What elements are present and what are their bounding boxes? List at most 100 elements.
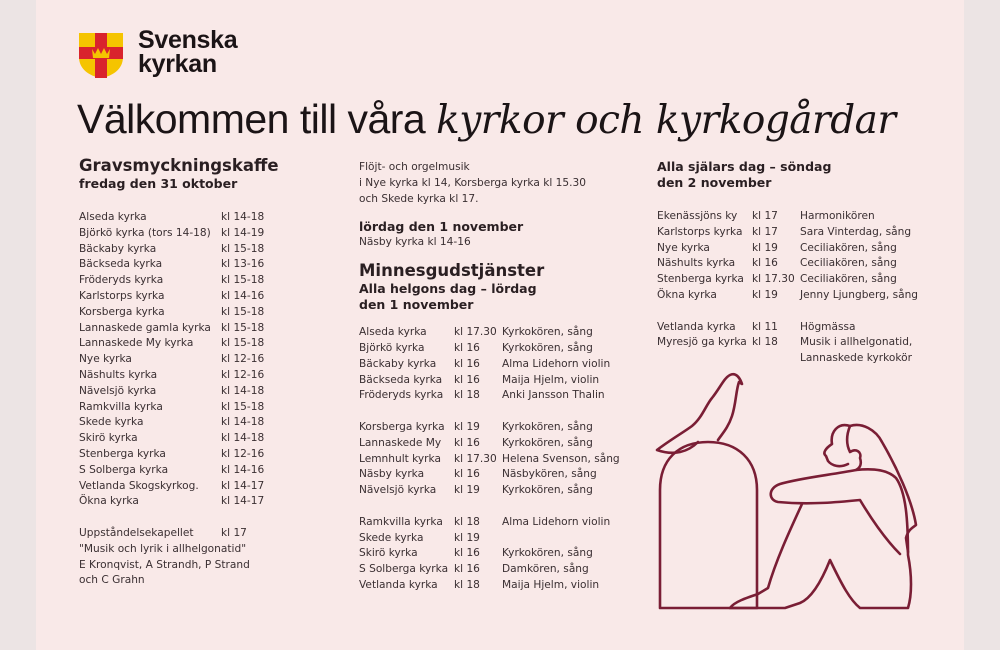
event-time: kl 12-16 — [221, 447, 265, 460]
list-item: Karlstorps kyrka kl 17 Sara Vinterdag, sån… — [657, 225, 947, 241]
performer: Kyrkokören, sång — [502, 326, 593, 339]
church-name: Karlstorps kyrka — [657, 225, 743, 238]
church-name: Vetlanda kyrka — [657, 320, 736, 333]
sitting-woman-icon — [728, 423, 918, 610]
list-item: Ekenässjöns ky kl 17 Harmonikören — [657, 209, 947, 225]
list-item: Stenberga kyrka kl 17.30 Ceciliakören, sån… — [657, 272, 947, 288]
church-name: Lemnhult kyrka — [359, 452, 441, 465]
performer: Kyrkokören, sång — [502, 341, 593, 354]
performer: Näsbykören, sång — [502, 468, 597, 481]
event-time: kl 18 — [752, 336, 778, 349]
list-item: Lannaskede My kl 16 Kyrkokören, sång — [359, 436, 639, 452]
event-time: kl 16 — [454, 357, 480, 370]
event-time: kl 15-18 — [221, 242, 265, 255]
list-item: Nävelsjö kyrka kl 19 Kyrkokören, sång — [359, 483, 639, 499]
event-time: kl 11 — [752, 320, 778, 333]
music-line: och Skede kyrka kl 17. — [359, 192, 479, 205]
church-name: Korsberga kyrka — [359, 420, 445, 433]
church-name: Nävelsjö kyrka — [79, 384, 157, 397]
church-name: Vetlanda Skogskyrkog. — [79, 479, 199, 492]
event-time: kl 14-18 — [221, 384, 265, 397]
brand-line-2: kyrkan — [138, 50, 217, 78]
list-item: Näshults kyrka kl 16 Ceciliakören, sång — [657, 256, 947, 272]
church-name: Myresjö ga kyrka — [657, 336, 747, 349]
church-name: Ramkvilla kyrka — [359, 515, 443, 528]
list-item: Skede kyrka kl 19 — [359, 531, 639, 547]
church-name: Björkö kyrka (tors 14-18) — [79, 226, 211, 239]
list-item: Stenberga kyrka kl 12-16 — [79, 447, 339, 463]
church-name: Skirö kyrka — [79, 432, 138, 445]
tombstone-icon — [658, 440, 759, 610]
performer: Lannaskede kyrkokör — [800, 352, 912, 365]
performer: Högmässa — [800, 320, 856, 333]
list-item: S Solberga kyrka kl 16 Damkören, sång — [359, 562, 639, 578]
event-time: kl 16 — [454, 341, 480, 354]
church-name: Bäckaby kyrka — [359, 357, 437, 370]
page-title: Välkommen till våra kyrkor och kyrkogård… — [77, 96, 896, 143]
church-name: Björkö kyrka — [359, 341, 425, 354]
event-time: kl 15-18 — [221, 274, 265, 287]
church-name: S Solberga kyrka — [79, 463, 169, 476]
list-item: Näshults kyrka kl 12-16 — [79, 368, 339, 384]
performer: Ceciliakören, sång — [800, 241, 897, 254]
music-line: i Nye kyrka kl 14, Korsberga kyrka kl 15… — [359, 176, 586, 189]
brand-line-1: Svenska — [138, 26, 238, 54]
list-item: Lannaskede kyrkokör — [657, 351, 947, 367]
list-item: Vetlanda kyrka kl 18 Maija Hjelm, violin — [359, 578, 639, 594]
church-name: Bäckseda kyrka — [79, 258, 163, 271]
event-time: kl 16 — [454, 373, 480, 386]
section-heading: Minnesgudstjänster — [359, 261, 545, 281]
event-time: kl 18 — [454, 578, 480, 591]
performer: Damkören, sång — [502, 563, 589, 576]
section-subheading: Alla helgons dag – lördag — [359, 281, 537, 297]
church-name: Karlstorps kyrka — [79, 289, 165, 302]
list-item: Skirö kyrka kl 14-18 — [79, 431, 339, 447]
list-item: Bäckaby kyrka kl 16 Alma Lidehorn violin — [359, 357, 639, 373]
church-name: Alseda kyrka — [79, 211, 147, 223]
grief-illustration — [655, 372, 918, 610]
list-item: Björkö kyrka (tors 14-18) kl 14-19 — [79, 226, 339, 242]
church-name: Lannaskede My — [359, 436, 442, 449]
event-time: kl 16 — [454, 436, 480, 449]
church-name: S Solberga kyrka — [359, 563, 449, 576]
event-time: kl 17 — [221, 526, 247, 539]
event-time: kl 16 — [454, 468, 480, 481]
list-item: Ökna kyrka kl 14-17 — [79, 494, 339, 510]
event-time: kl 12-16 — [221, 353, 265, 366]
church-name: Nävelsjö kyrka — [359, 484, 437, 497]
saturday-text: Näsby kyrka kl 14-16 — [359, 236, 471, 249]
church-name: Stenberga kyrka — [657, 273, 744, 286]
event-time: kl 17.30 — [454, 326, 497, 339]
performer: Kyrkokören, sång — [502, 436, 593, 449]
church-name: Näshults kyrka — [657, 257, 736, 270]
event-time: kl 17.30 — [454, 452, 497, 465]
church-name: Skede kyrka — [79, 416, 144, 429]
list-item: Lemnhult kyrka kl 17.30 Helena Svenson, så… — [359, 452, 639, 468]
event-time: kl 14-18 — [221, 432, 265, 445]
event-time: kl 16 — [454, 563, 480, 576]
church-name: Fröderyds kyrka — [79, 274, 164, 287]
event-time: kl 16 — [454, 547, 480, 560]
brand-name: Svenska kyrkan — [138, 26, 238, 78]
event-time: kl 17 — [752, 210, 778, 222]
list-item: Bäckseda kyrka kl 16 Maija Hjelm, violin — [359, 373, 639, 389]
list-item: Lannaskede My kyrka kl 15-18 — [79, 336, 339, 352]
event-time: kl 12-16 — [221, 368, 265, 381]
list-item: Skede kyrka kl 14-18 — [79, 415, 339, 431]
performer: Maija Hjelm, violin — [502, 578, 600, 591]
church-name: Bäckseda kyrka — [359, 373, 443, 386]
list-item: Myresjö ga kyrka kl 18 Musik i allhelgonat… — [657, 335, 947, 351]
list-item: Fröderyds kyrka kl 15-18 — [79, 273, 339, 289]
title-regular: Välkommen till våra — [77, 96, 437, 142]
event-time: kl 19 — [752, 241, 778, 254]
title-italic: kyrkor och kyrkogårdar — [436, 98, 896, 143]
list-item: Vetlanda kyrka kl 11 Högmässa — [657, 320, 947, 336]
church-name: Skirö kyrka — [359, 547, 418, 560]
list-item: Bäckaby kyrka kl 15-18 — [79, 242, 339, 258]
section-heading: Gravsmyckningskaffe — [79, 156, 279, 175]
event-time: kl 19 — [454, 484, 480, 497]
church-name: Uppståndelsekapellet — [79, 526, 194, 539]
event-time: kl 15-18 — [221, 400, 265, 413]
list-item: Näsby kyrka kl 16 Näsbykören, sång — [359, 467, 639, 483]
performer: Kyrkokören, sång — [502, 484, 593, 497]
